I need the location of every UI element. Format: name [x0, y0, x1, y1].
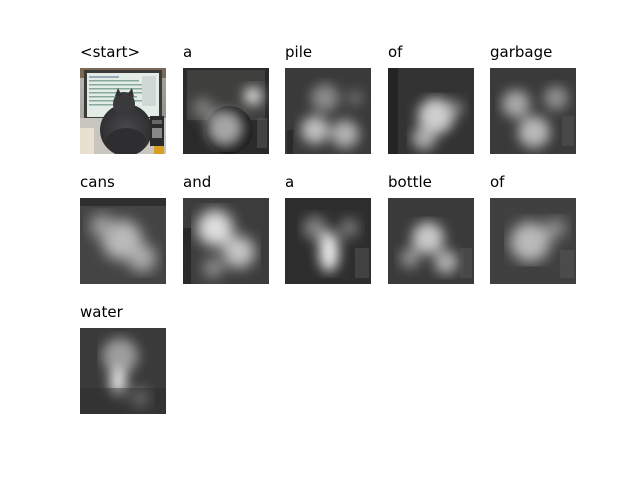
attention-map-image — [490, 68, 576, 154]
attention-map-image — [388, 198, 474, 284]
panel-caption: a — [183, 43, 193, 61]
attention-map-image — [490, 198, 576, 284]
attention-map-image — [183, 68, 269, 154]
panel-caption: a — [285, 173, 295, 191]
attention-map-image — [285, 68, 371, 154]
panel-caption: <start> — [80, 43, 141, 61]
panel-caption: and — [183, 173, 212, 191]
attention-map-image — [388, 68, 474, 154]
attention-map-image — [285, 198, 371, 284]
panel-caption: of — [490, 173, 505, 191]
panel-caption: water — [80, 303, 123, 321]
original-image — [80, 68, 166, 154]
attention-map-image — [183, 198, 269, 284]
panel-caption: garbage — [490, 43, 553, 61]
attention-map-image — [80, 198, 166, 284]
cat-at-monitor-photo — [80, 68, 166, 154]
attention-map-image — [80, 328, 166, 414]
panel-caption: pile — [285, 43, 313, 61]
panel-caption: cans — [80, 173, 115, 191]
panel-caption: bottle — [388, 173, 432, 191]
panel-caption: of — [388, 43, 403, 61]
